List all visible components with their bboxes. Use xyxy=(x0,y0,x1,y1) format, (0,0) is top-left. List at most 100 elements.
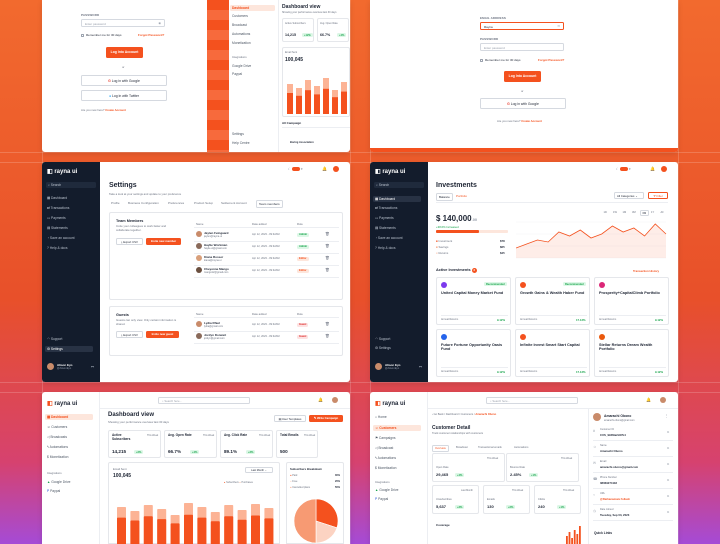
nav-settings[interactable]: ⚙ Settings xyxy=(45,346,93,352)
user-avatar[interactable] xyxy=(47,363,54,370)
investment-card[interactable]: Prosperity+CapitalClimb Portfolio Annual … xyxy=(594,277,669,325)
inv-search[interactable]: ⌕ Search xyxy=(374,182,424,188)
cust-header-avatar[interactable] xyxy=(660,397,666,403)
profile-more-icon[interactable]: ⋮ xyxy=(665,414,669,418)
mini-nav-settings[interactable]: Settings xyxy=(232,132,244,136)
user-templates-button[interactable]: ▤ User Templates xyxy=(274,415,306,422)
nav-statements[interactable]: ▤ Statements xyxy=(47,226,68,230)
create-account-link-right[interactable]: Create Account xyxy=(521,119,542,123)
inv-nav-support[interactable]: ◠ Support xyxy=(375,337,390,341)
cust-nav-automations[interactable]: ϟ Automations xyxy=(375,456,396,460)
inv-theme-toggle[interactable]: ☾ ☀ xyxy=(616,167,632,171)
google-login-button-right[interactable]: G Log in with Google xyxy=(480,98,566,109)
mini-nav-help[interactable]: Help Centre xyxy=(232,141,250,145)
trash-icon[interactable]: 🗑 xyxy=(325,322,330,326)
period-tab[interactable]: 6M xyxy=(640,210,649,216)
bell-icon[interactable]: 🔔 xyxy=(322,166,327,171)
last-month-select[interactable]: Last Month ⌄ xyxy=(245,467,273,473)
dash-nav-google-drive[interactable]: ▲ Google Drive xyxy=(47,480,70,484)
invite-guest-button[interactable]: Invite new guest xyxy=(146,331,179,338)
mini-nav-automations[interactable]: Automations xyxy=(232,32,251,36)
cust-tab-overview[interactable]: Overview xyxy=(432,445,449,452)
copy-icon[interactable]: ⧉ xyxy=(667,510,670,514)
inv-header-avatar[interactable] xyxy=(661,166,667,172)
mini-nav-dashboard[interactable]: Dashboard xyxy=(230,5,275,11)
crumb-dashboard[interactable]: Dashboard xyxy=(445,413,459,416)
inv-tab-portfolio[interactable]: Portfolio xyxy=(456,194,468,198)
nav-payments[interactable]: ▭ Payments xyxy=(47,216,66,220)
forgot-link[interactable]: Forgot Password? xyxy=(138,33,165,37)
write-campaign-button[interactable]: ✎ Write Campaign xyxy=(309,415,343,422)
metric-period-select[interactable]: This Week xyxy=(487,457,499,460)
cust-search-input[interactable]: ⌕ Search here... xyxy=(486,397,578,404)
investment-card[interactable]: Future Fortune Opportunity Oasis Fund Ann… xyxy=(436,329,511,377)
theme-toggle[interactable]: ☾ ☀ xyxy=(288,167,304,171)
inv-nav-transactions[interactable]: ⇄ Transactions xyxy=(375,206,397,210)
trash-icon[interactable]: 🗑 xyxy=(325,232,330,236)
export-csv-button[interactable]: ⤓ Export CSV xyxy=(116,238,143,245)
copy-icon[interactable]: ⧉ xyxy=(667,478,670,482)
period-tab[interactable]: 3M xyxy=(632,210,636,214)
create-account-link[interactable]: Create Account xyxy=(105,108,126,112)
tab-preferences[interactable]: Preferences xyxy=(168,201,185,205)
settings-search[interactable]: ⌕ Search xyxy=(46,182,96,188)
nav-save-account[interactable]: ◔ Save an account xyxy=(47,236,74,240)
inv-tab-balance[interactable]: Balance xyxy=(436,193,453,201)
period-tab[interactable]: All xyxy=(660,210,664,214)
remember-row-right[interactable]: Remember me for 30 days xyxy=(480,58,521,62)
tab-team-members[interactable]: Team members xyxy=(256,200,283,208)
invite-member-button[interactable]: Invite new member xyxy=(146,238,181,245)
investment-card[interactable]: Infinite Invest Smart Start Capital Annua… xyxy=(515,329,590,377)
dash-nav-monetization[interactable]: $ Monetization xyxy=(47,455,68,459)
investment-card[interactable]: Recommended United Capital Money Market F… xyxy=(436,277,511,325)
period-tab[interactable]: 1D xyxy=(603,210,607,214)
twitter-login-button[interactable]: ● Log in with Twitter xyxy=(81,90,167,101)
nav-dashboard[interactable]: ▦ Dashboard xyxy=(47,196,67,200)
filter-button[interactable]: ⧩ Filter xyxy=(648,192,668,199)
period-tab[interactable]: 1M xyxy=(622,210,627,214)
kpi-period-select[interactable]: This Week xyxy=(304,434,316,437)
inv-nav-save[interactable]: ◔ Save an account xyxy=(375,236,402,240)
cust-nav-monetization[interactable]: $ Monetization xyxy=(375,466,396,470)
inv-nav-dashboard[interactable]: ▦ Dashboard xyxy=(373,196,421,202)
google-login-button[interactable]: G Log in with Google xyxy=(81,75,167,86)
kpi-period-select[interactable]: This Week xyxy=(147,434,159,437)
cust-nav-google-drive[interactable]: ▲ Google Drive xyxy=(375,488,398,492)
tab-settlement[interactable]: Settlement Account xyxy=(221,201,247,205)
password-input-right[interactable]: Enter password xyxy=(480,43,564,51)
copy-icon[interactable]: ⧉ xyxy=(667,446,670,450)
investment-card[interactable]: Stellar Returns Dream Wealth Portfolio An… xyxy=(594,329,669,377)
password-input[interactable]: Enter password ◉ xyxy=(81,19,165,27)
cust-tab-transactional[interactable]: Transactional emails xyxy=(478,446,502,449)
inv-nav-statements[interactable]: ▤ Statements xyxy=(375,226,396,230)
crumb-customers[interactable]: Customers xyxy=(460,413,474,416)
email-input[interactable]: Rayna ✉ xyxy=(480,22,564,30)
dash-nav-broadcasts[interactable]: ◁ Broadcasts xyxy=(47,435,67,439)
remember-row[interactable]: Remember me for 30 days xyxy=(81,33,122,37)
export-guests-button[interactable]: ⤓ Export CSV xyxy=(116,331,143,338)
cust-nav-home[interactable]: ⌂ Home xyxy=(375,415,387,419)
metric-period-select[interactable]: This Week xyxy=(561,457,573,460)
login-button-right[interactable]: Log Into Account xyxy=(504,71,541,82)
tab-product-setup[interactable]: Product Setup xyxy=(194,201,214,205)
mini-nav-broadcast[interactable]: Broadcast xyxy=(232,23,247,27)
inv-logout-icon[interactable]: ↦ xyxy=(419,365,422,369)
dash-nav-customers[interactable]: ☺ Customers xyxy=(47,425,67,429)
copy-icon[interactable]: ⧉ xyxy=(667,494,670,498)
metric-period-select[interactable]: This Week xyxy=(512,489,524,492)
trash-icon[interactable]: 🗑 xyxy=(325,256,330,260)
copy-icon[interactable]: ⧉ xyxy=(667,462,670,466)
category-select[interactable]: All Categories ⌄ xyxy=(614,192,644,199)
transaction-history-link[interactable]: Transaction History xyxy=(633,269,660,273)
kpi-period-select[interactable]: This Week xyxy=(259,434,271,437)
kpi-period-select[interactable]: This Week xyxy=(203,434,215,437)
cust-bell-icon[interactable]: 🔔 xyxy=(646,397,651,402)
dash-nav-automations[interactable]: ϟ Automations xyxy=(47,445,68,449)
period-tab[interactable]: 1W xyxy=(613,210,617,214)
cust-nav-customers[interactable]: ☺ Customers xyxy=(373,425,421,431)
inv-nav-help[interactable]: ? Help & docs xyxy=(375,246,396,250)
trash-icon[interactable]: 🗑 xyxy=(325,268,330,272)
logout-icon[interactable]: ↦ xyxy=(91,365,94,369)
metric-period-select[interactable]: This Week xyxy=(563,489,575,492)
nav-support[interactable]: ◠ Support xyxy=(47,337,62,341)
